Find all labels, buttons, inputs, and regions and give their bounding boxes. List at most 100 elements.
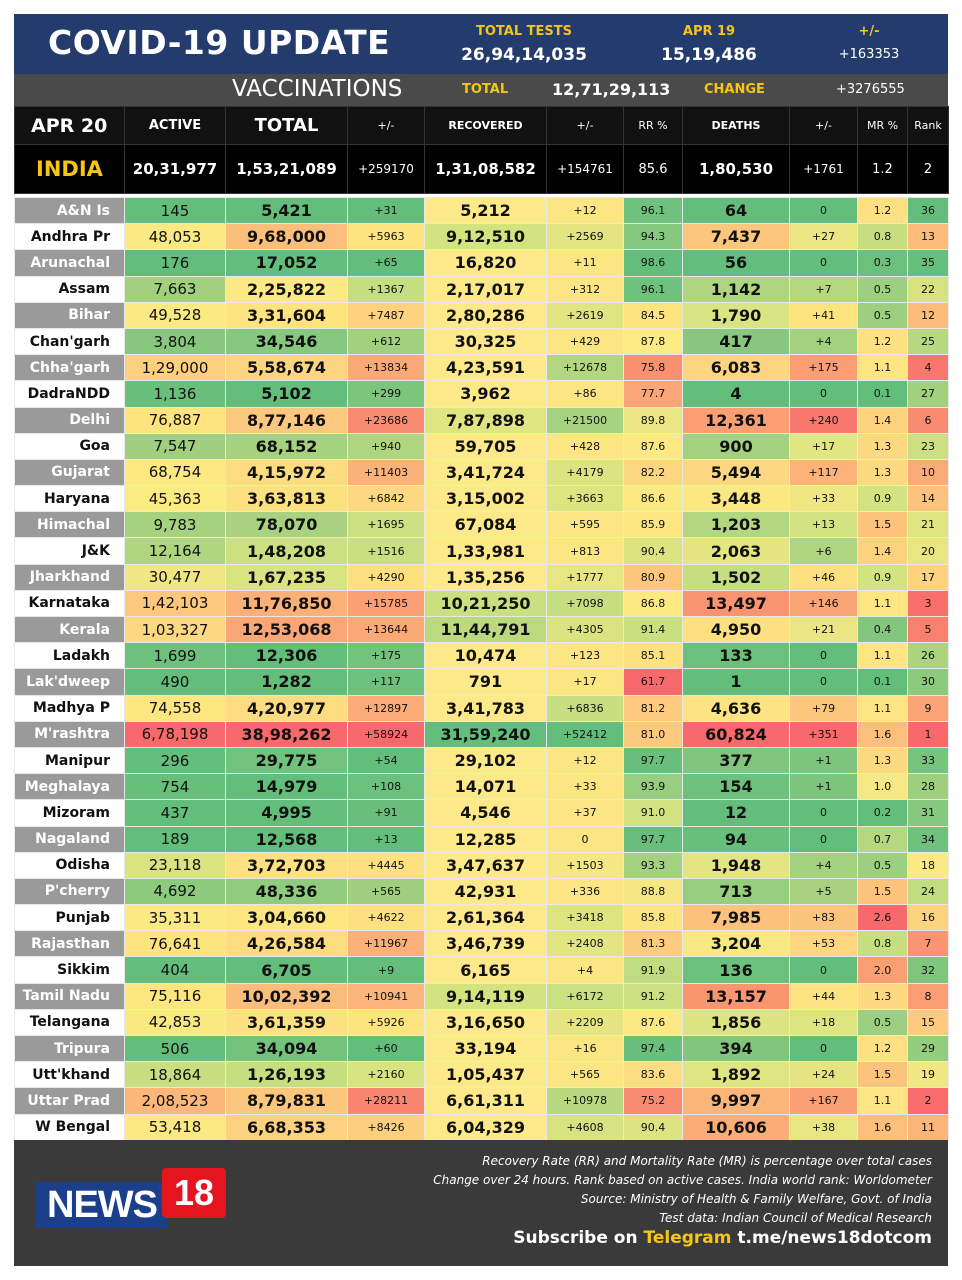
state-recovered: 9,12,510 (424, 223, 547, 251)
state-total-change: +4445 (347, 851, 425, 879)
state-row: Chan'garh 3,804 34,546 +612 30,325 +429 87.8 41… (14, 327, 949, 356)
state-row: Gujarat 68,754 4,15,972 +11403 3,41,724 +4179… (14, 458, 949, 487)
column-header-row: APR 20 ACTIVE TOTAL +/- RECOVERED +/- RR… (14, 106, 949, 145)
state-deaths: 56 (682, 249, 790, 277)
state-name: Tripura (14, 1034, 125, 1063)
india-recovered-change: +154761 (546, 144, 624, 194)
state-deaths-change: 0 (789, 196, 858, 225)
state-recovered: 3,47,637 (424, 851, 547, 879)
state-total: 5,58,674 (225, 354, 348, 382)
state-recovered: 59,705 (424, 432, 547, 460)
vaccinations-change-label: CHANGE (704, 82, 765, 97)
state-rr: 75.2 (623, 1087, 683, 1115)
state-recovered: 12,285 (424, 825, 547, 853)
state-total-change: +65 (347, 249, 425, 277)
state-rr: 97.7 (623, 746, 683, 775)
footnote: Test data: Indian Council of Medical Res… (659, 1211, 932, 1225)
state-active: 506 (124, 1034, 226, 1063)
state-row: A&N Is 145 5,421 +31 5,212 +12 96.1 64 0 1.2 36 (14, 196, 949, 225)
state-name: Gujarat (14, 458, 125, 487)
state-rank: 2 (907, 1087, 949, 1115)
state-rank: 14 (907, 485, 949, 513)
state-row: Andhra Pr 48,053 9,68,000 +5963 9,12,510 +256… (14, 223, 949, 251)
state-mr: 0.9 (857, 563, 908, 591)
state-recovered: 1,05,437 (424, 1061, 547, 1089)
state-total: 17,052 (225, 249, 348, 277)
state-rank: 18 (907, 851, 949, 879)
state-rank: 32 (907, 956, 949, 984)
state-deaths: 4,950 (682, 615, 790, 644)
state-rr: 90.4 (623, 537, 683, 565)
state-recovered: 33,194 (424, 1034, 547, 1063)
vaccinations-total-label: TOTAL (462, 82, 509, 97)
state-rank: 33 (907, 746, 949, 775)
state-recovered-change: +312 (546, 275, 624, 303)
state-rr: 94.3 (623, 223, 683, 251)
state-mr: 1.1 (857, 354, 908, 382)
state-active: 49,528 (124, 301, 226, 329)
state-active: 45,363 (124, 485, 226, 513)
state-mr: 1.3 (857, 982, 908, 1010)
state-rr: 86.8 (623, 589, 683, 618)
state-recovered-change: +37 (546, 799, 624, 827)
state-recovered-change: +21500 (546, 406, 624, 434)
state-name: Chan'garh (14, 327, 125, 356)
state-deaths: 417 (682, 327, 790, 356)
state-rank: 34 (907, 825, 949, 853)
state-name: Manipur (14, 746, 125, 775)
state-total: 12,568 (225, 825, 348, 853)
state-recovered-change: +7098 (546, 589, 624, 618)
state-total-change: +7487 (347, 301, 425, 329)
state-rr: 93.9 (623, 773, 683, 801)
state-name: Jharkhand (14, 563, 125, 591)
state-total-change: +565 (347, 877, 425, 906)
state-deaths-change: 0 (789, 1034, 858, 1063)
state-recovered: 6,165 (424, 956, 547, 984)
state-deaths-change: +167 (789, 1087, 858, 1115)
state-mr: 1.3 (857, 746, 908, 775)
state-recovered-change: +4305 (546, 615, 624, 644)
state-deaths: 136 (682, 956, 790, 984)
telegram-link[interactable]: t.me/news18dotcom (737, 1228, 932, 1248)
state-rank: 20 (907, 537, 949, 565)
state-rank: 29 (907, 1034, 949, 1063)
state-total-change: +11967 (347, 930, 425, 958)
state-name: Madhya P (14, 694, 125, 722)
state-rr: 81.3 (623, 930, 683, 958)
state-name: Bihar (14, 301, 125, 329)
state-name: Uttar Prad (14, 1087, 125, 1115)
state-total: 9,68,000 (225, 223, 348, 251)
state-deaths: 1,203 (682, 511, 790, 539)
state-deaths: 1,892 (682, 1061, 790, 1089)
india-total: 1,53,21,089 (225, 144, 348, 194)
state-name: Delhi (14, 406, 125, 434)
state-total: 10,02,392 (225, 982, 348, 1010)
state-rank: 1 (907, 720, 949, 748)
state-mr: 1.4 (857, 537, 908, 565)
state-total-change: +117 (347, 668, 425, 696)
state-mr: 0.9 (857, 485, 908, 513)
state-recovered-change: +10978 (546, 1087, 624, 1115)
state-row: Lak'dweep 490 1,282 +117 791 +17 61.7 1 0 0.1 30 (14, 668, 949, 696)
state-recovered: 3,41,724 (424, 458, 547, 487)
state-active: 42,853 (124, 1008, 226, 1037)
state-active: 296 (124, 746, 226, 775)
state-recovered-change: +3418 (546, 904, 624, 932)
state-rr: 87.6 (623, 1008, 683, 1037)
state-recovered-change: +4179 (546, 458, 624, 487)
state-total: 5,102 (225, 380, 348, 408)
india-mr: 1.2 (857, 144, 908, 194)
state-total-change: +13644 (347, 615, 425, 644)
state-row: Haryana 45,363 3,63,813 +6842 3,15,002 +3663 8… (14, 485, 949, 513)
state-name: Rajasthan (14, 930, 125, 958)
state-deaths-change: +38 (789, 1113, 858, 1141)
state-rr: 81.2 (623, 694, 683, 722)
state-recovered: 3,962 (424, 380, 547, 408)
state-name: Andhra Pr (14, 223, 125, 251)
state-total-change: +5926 (347, 1008, 425, 1037)
state-rank: 13 (907, 223, 949, 251)
state-deaths-change: +7 (789, 275, 858, 303)
state-rank: 35 (907, 249, 949, 277)
state-name: Sikkim (14, 956, 125, 984)
state-deaths-change: 0 (789, 380, 858, 408)
